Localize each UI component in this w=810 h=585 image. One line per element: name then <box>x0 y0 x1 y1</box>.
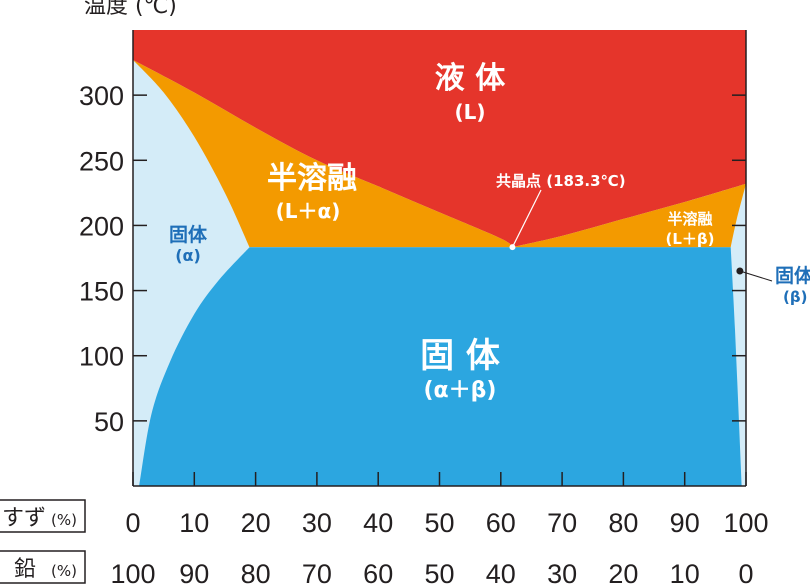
x-tick-label: 100 <box>110 559 155 585</box>
x-tick-label: 60 <box>363 559 393 585</box>
region-beta-sub: (β) <box>783 288 807 306</box>
x-row-label: すず <box>2 506 46 531</box>
x-tick-label: 30 <box>547 559 577 585</box>
region-l-beta-label: 半溶融 <box>667 210 712 228</box>
semi-molten-left-area <box>133 60 513 248</box>
region-alpha-sub: (α) <box>175 246 201 265</box>
x-tick-label: 40 <box>363 508 393 538</box>
x-tick-label: 40 <box>486 559 516 585</box>
x-tick-label: 80 <box>241 559 271 585</box>
liquid-area <box>133 30 746 248</box>
y-tick-label: 100 <box>79 342 124 372</box>
phase-areas <box>133 30 746 486</box>
region-l-alpha-sub: (L＋α) <box>276 199 341 223</box>
x-row-unit: (%) <box>51 511 77 529</box>
y-tick-label: 50 <box>94 407 124 437</box>
x-tick-label: 90 <box>179 559 209 585</box>
region-l-beta-sub: (L＋β) <box>665 230 714 248</box>
y-tick-label: 200 <box>79 211 124 241</box>
y-tick-label: 250 <box>79 146 124 176</box>
region-liquid-sub: (L) <box>454 100 485 124</box>
x-tick-label: 20 <box>608 559 638 585</box>
region-alpha-label: 固体 <box>169 223 208 246</box>
region-l-alpha-label: 半溶融 <box>267 161 357 196</box>
solid-mix-area <box>139 247 742 486</box>
x-tick-label: 0 <box>738 559 753 585</box>
x-tick-label: 60 <box>486 508 516 538</box>
x-tick-label: 50 <box>424 508 454 538</box>
eutectic-label: 共晶点 (183.3℃) <box>496 172 626 190</box>
eutectic-point <box>509 244 516 251</box>
x-row-label-box <box>0 550 86 584</box>
x-tick-label: 10 <box>670 559 700 585</box>
y-tick-label: 300 <box>79 81 124 111</box>
beta-callout-line <box>739 270 773 282</box>
eutectic-leader <box>511 189 542 248</box>
x-tick-label: 10 <box>179 508 209 538</box>
semi-molten-right-area <box>512 183 746 248</box>
x-tick-label: 70 <box>547 508 577 538</box>
x-tick-label: 70 <box>302 559 332 585</box>
y-tick-label: 150 <box>79 277 124 307</box>
x-tick-label: 50 <box>424 559 454 585</box>
x-tick-label: 90 <box>670 508 700 538</box>
x-tick-label: 100 <box>723 508 768 538</box>
x-tick-label: 0 <box>125 508 140 538</box>
y-axis-label: 温度 (℃) <box>84 0 177 19</box>
x-tick-label: 20 <box>241 508 271 538</box>
region-beta-label: 固体 <box>775 264 810 287</box>
region-liquid-label: 液 体 <box>435 61 506 96</box>
x-row-unit: (%) <box>51 562 77 580</box>
region-alpha-beta-label: 固 体 <box>420 336 500 376</box>
x-tick-label: 30 <box>302 508 332 538</box>
x-row-label-box <box>0 499 86 533</box>
x-row-label: 鉛 <box>14 557 36 582</box>
x-tick-label: 80 <box>608 508 638 538</box>
region-alpha-beta-sub: (α＋β) <box>424 378 497 403</box>
